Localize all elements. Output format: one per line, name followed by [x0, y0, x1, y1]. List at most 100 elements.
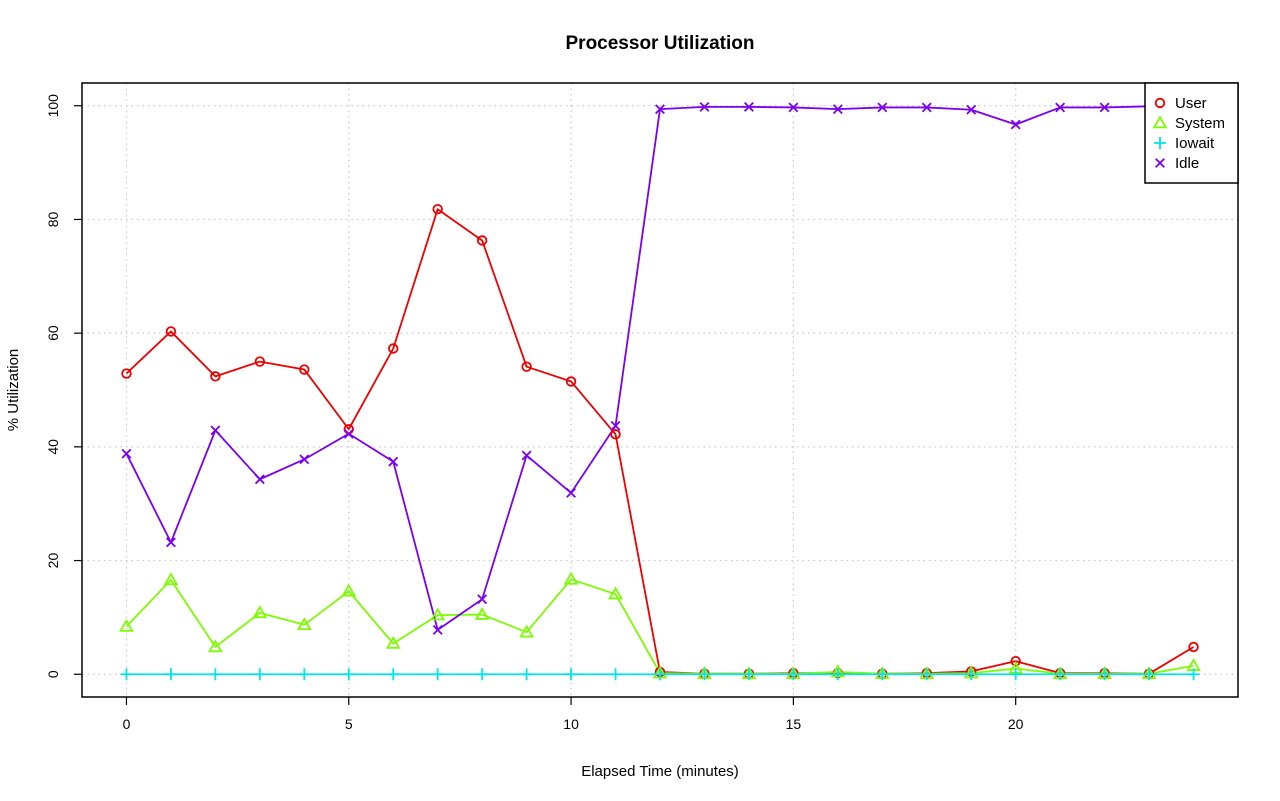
series-lines — [125, 105, 1195, 676]
data-point-idle — [877, 102, 888, 113]
x-tick-label: 10 — [563, 716, 579, 732]
data-point-iowait — [1054, 668, 1067, 681]
data-point-iowait — [920, 668, 933, 681]
data-point-system — [119, 618, 134, 632]
data-point-iowait — [876, 668, 889, 681]
gridlines — [82, 83, 1238, 697]
y-tick-label: 20 — [45, 553, 61, 569]
data-point-idle — [1099, 102, 1110, 113]
x-axis-label: Elapsed Time (minutes) — [581, 763, 739, 780]
data-point-idle — [521, 450, 532, 461]
data-point-idle — [788, 102, 799, 113]
data-point-iowait — [609, 668, 622, 681]
data-point-user — [1188, 641, 1199, 653]
data-point-system — [208, 639, 223, 653]
series-line-user — [125, 208, 1195, 675]
chart-title: Processor Utilization — [566, 33, 755, 54]
data-point-user — [1010, 655, 1021, 667]
legend-box — [1144, 82, 1239, 184]
data-point-idle — [254, 474, 265, 485]
data-point-idle — [210, 425, 221, 436]
data-point-idle — [121, 448, 132, 459]
y-tick-label: 60 — [45, 325, 61, 341]
data-point-iowait — [831, 668, 844, 681]
data-point-system — [252, 605, 268, 619]
data-point-user — [521, 361, 532, 372]
plot-frame — [81, 82, 1239, 698]
data-point-iowait — [565, 668, 578, 681]
data-point-iowait — [965, 668, 978, 681]
x-tick-label: 0 — [123, 716, 131, 732]
data-point-iowait — [1187, 668, 1200, 681]
data-point-user — [210, 371, 221, 382]
data-point-idle — [610, 420, 621, 431]
y-tick-label: 80 — [45, 211, 61, 227]
data-point-user — [476, 235, 488, 246]
data-point-iowait — [164, 668, 177, 681]
data-point-user — [432, 204, 443, 215]
data-point-idle — [1055, 102, 1066, 113]
y-tick-label: 100 — [45, 94, 61, 118]
data-point-system — [296, 617, 312, 631]
x-axis: 0 5 10 15 20 — [123, 697, 1024, 732]
data-point-iowait — [342, 668, 355, 681]
data-point-system — [563, 571, 579, 585]
data-point-idle — [388, 456, 399, 467]
data-point-iowait — [698, 668, 711, 681]
data-point-idle — [432, 624, 443, 635]
x-tick-label: 15 — [786, 716, 802, 732]
y-tick-label: 40 — [45, 439, 61, 455]
legend-marker-iowait — [1154, 137, 1166, 149]
series-line-system — [125, 578, 1194, 675]
legend-label-system: System — [1175, 115, 1225, 132]
data-point-idle — [566, 487, 577, 498]
legend-marker-system — [1152, 115, 1168, 129]
y-axis: 0 20 40 60 80 100 — [45, 94, 82, 678]
data-point-idle — [743, 101, 754, 112]
data-point-idle — [921, 102, 932, 113]
legend-marker-idle — [1155, 158, 1165, 168]
data-point-idle — [966, 104, 977, 115]
x-tick-label: 20 — [1008, 716, 1024, 732]
x-tick-label: 5 — [345, 716, 353, 732]
data-point-user — [121, 368, 132, 379]
data-point-system — [608, 586, 623, 600]
data-point-user — [388, 343, 399, 354]
data-point-user — [165, 326, 177, 337]
y-axis-label: % Utilization — [5, 349, 22, 432]
data-point-system — [430, 607, 446, 621]
data-point-iowait — [476, 668, 489, 681]
data-point-idle — [299, 454, 310, 465]
data-point-idle — [477, 594, 488, 605]
data-point-idle — [832, 104, 843, 115]
legend-label-user: User — [1175, 95, 1207, 112]
y-tick-label: 0 — [45, 670, 61, 678]
data-point-iowait — [387, 668, 400, 681]
data-point-user — [299, 364, 310, 375]
data-point-iowait — [787, 668, 800, 681]
data-point-iowait — [654, 668, 666, 681]
data-point-idle — [699, 101, 710, 112]
series-line-idle — [125, 105, 1195, 631]
legend-label-iowait: Iowait — [1175, 135, 1215, 152]
data-point-iowait — [742, 668, 755, 681]
data-point-user — [565, 376, 577, 387]
data-point-idle — [655, 104, 665, 115]
data-point-idle — [165, 537, 176, 548]
data-point-iowait — [298, 668, 311, 681]
data-markers — [119, 101, 1201, 681]
data-point-iowait — [1098, 668, 1111, 681]
legend: User System Iowait Idle — [1144, 82, 1239, 184]
data-point-system — [474, 606, 490, 620]
data-point-iowait — [209, 668, 222, 681]
data-point-iowait — [520, 668, 533, 681]
data-point-iowait — [1143, 668, 1156, 681]
legend-label-idle: Idle — [1175, 155, 1199, 172]
data-point-idle — [1010, 119, 1021, 130]
data-point-iowait — [431, 668, 444, 681]
data-point-iowait — [120, 668, 133, 681]
data-point-user — [610, 429, 621, 440]
data-point-system — [341, 583, 357, 597]
data-point-idle — [343, 428, 354, 439]
